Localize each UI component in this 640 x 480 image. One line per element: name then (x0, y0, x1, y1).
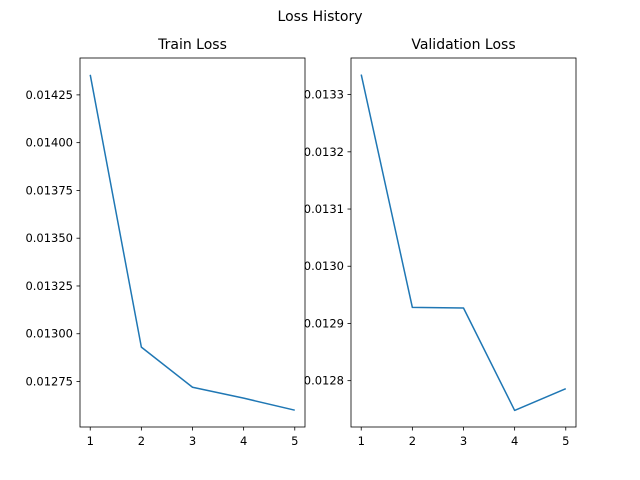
train-loss-xtick-label: 3 (189, 434, 196, 448)
validation-loss-ytick-label: 0.0128 (304, 374, 344, 388)
train-loss-ytick-label: 0.01375 (25, 183, 73, 197)
train-loss-ytick-label: 0.01425 (25, 88, 73, 102)
validation-loss-title: Validation Loss (411, 37, 515, 53)
validation-loss-xtick-label: 3 (460, 434, 467, 448)
train-loss-series-line (89, 74, 295, 411)
figure-title: Loss History (278, 9, 363, 25)
validation-loss-ytick-label: 0.0131 (304, 202, 344, 216)
train-loss-axes-frame (79, 57, 306, 428)
validation-loss-ytick-label: 0.0129 (304, 316, 344, 330)
validation-loss-xtick-label: 2 (409, 434, 416, 448)
train-loss-ytick-label: 0.01350 (25, 231, 73, 245)
validation-loss-axes-frame (350, 57, 577, 428)
validation-loss-xtick-label: 1 (358, 434, 365, 448)
train-loss-xtick-label: 2 (138, 434, 145, 448)
train-loss-ytick-label: 0.01325 (25, 279, 73, 293)
train-loss-xtick-label: 5 (291, 434, 298, 448)
train-loss-title: Train Loss (157, 37, 227, 53)
train-loss-panel: Train Loss 1 2 3 4 5 0.01275 0.01300 0.01325 0.01… (25, 37, 306, 448)
validation-loss-xtick-label: 5 (562, 434, 569, 448)
validation-loss-ytick-label: 0.0130 (304, 259, 344, 273)
validation-loss-xtick-label: 4 (511, 434, 518, 448)
train-loss-ytick-label: 0.01300 (25, 327, 73, 341)
train-loss-xtick-label: 1 (87, 434, 94, 448)
validation-loss-series-line (360, 74, 567, 412)
validation-loss-ytick-label: 0.0133 (304, 88, 344, 102)
train-loss-xtick-label: 4 (240, 434, 247, 448)
validation-loss-panel: Validation Loss 1 2 3 4 5 0.0128 0.0129 0.0130 0.… (304, 37, 577, 448)
validation-loss-ytick-label: 0.0132 (304, 145, 344, 159)
train-loss-ytick-label: 0.01275 (25, 375, 73, 389)
train-loss-ytick-label: 0.01400 (25, 136, 73, 150)
